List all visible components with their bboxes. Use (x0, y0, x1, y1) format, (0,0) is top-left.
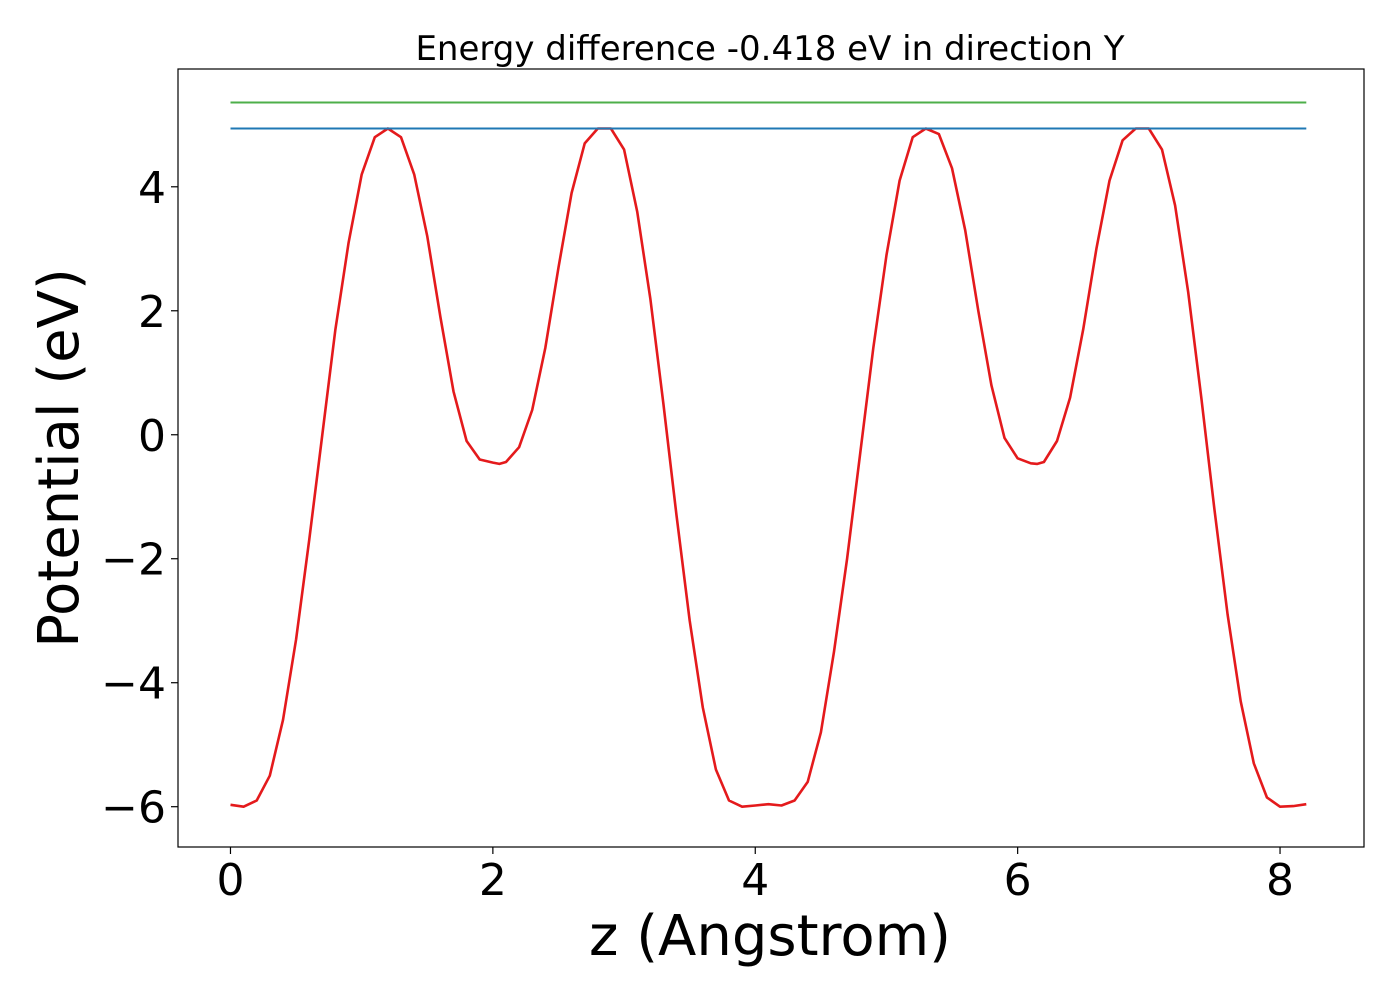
y-tick-label: −4 (101, 659, 166, 710)
y-tick-label: 2 (138, 287, 166, 338)
y-axis: −6 −4 −2 0 2 4 (101, 163, 178, 834)
y-tick-label: 0 (138, 411, 166, 462)
x-tick-label: 8 (1266, 855, 1294, 906)
x-tick-label: 6 (1004, 855, 1032, 906)
plot-frame (177, 68, 1365, 848)
y-tick-label: 4 (138, 163, 166, 214)
x-axis: 0 2 4 6 8 (216, 847, 1294, 906)
y-tick-label: −6 (101, 783, 166, 834)
x-axis-label: z (Angstrom) (589, 904, 951, 969)
y-tick-label: −2 (101, 535, 166, 586)
x-tick-label: 4 (741, 855, 769, 906)
chart-title: Energy difference -0.418 eV in direction… (415, 29, 1124, 69)
y-axis-label: Potential (eV) (27, 268, 92, 648)
x-tick-label: 0 (216, 855, 244, 906)
plot-area (230, 101, 1307, 809)
series-line-1 (230, 127, 1307, 809)
x-tick-label: 2 (479, 855, 507, 906)
